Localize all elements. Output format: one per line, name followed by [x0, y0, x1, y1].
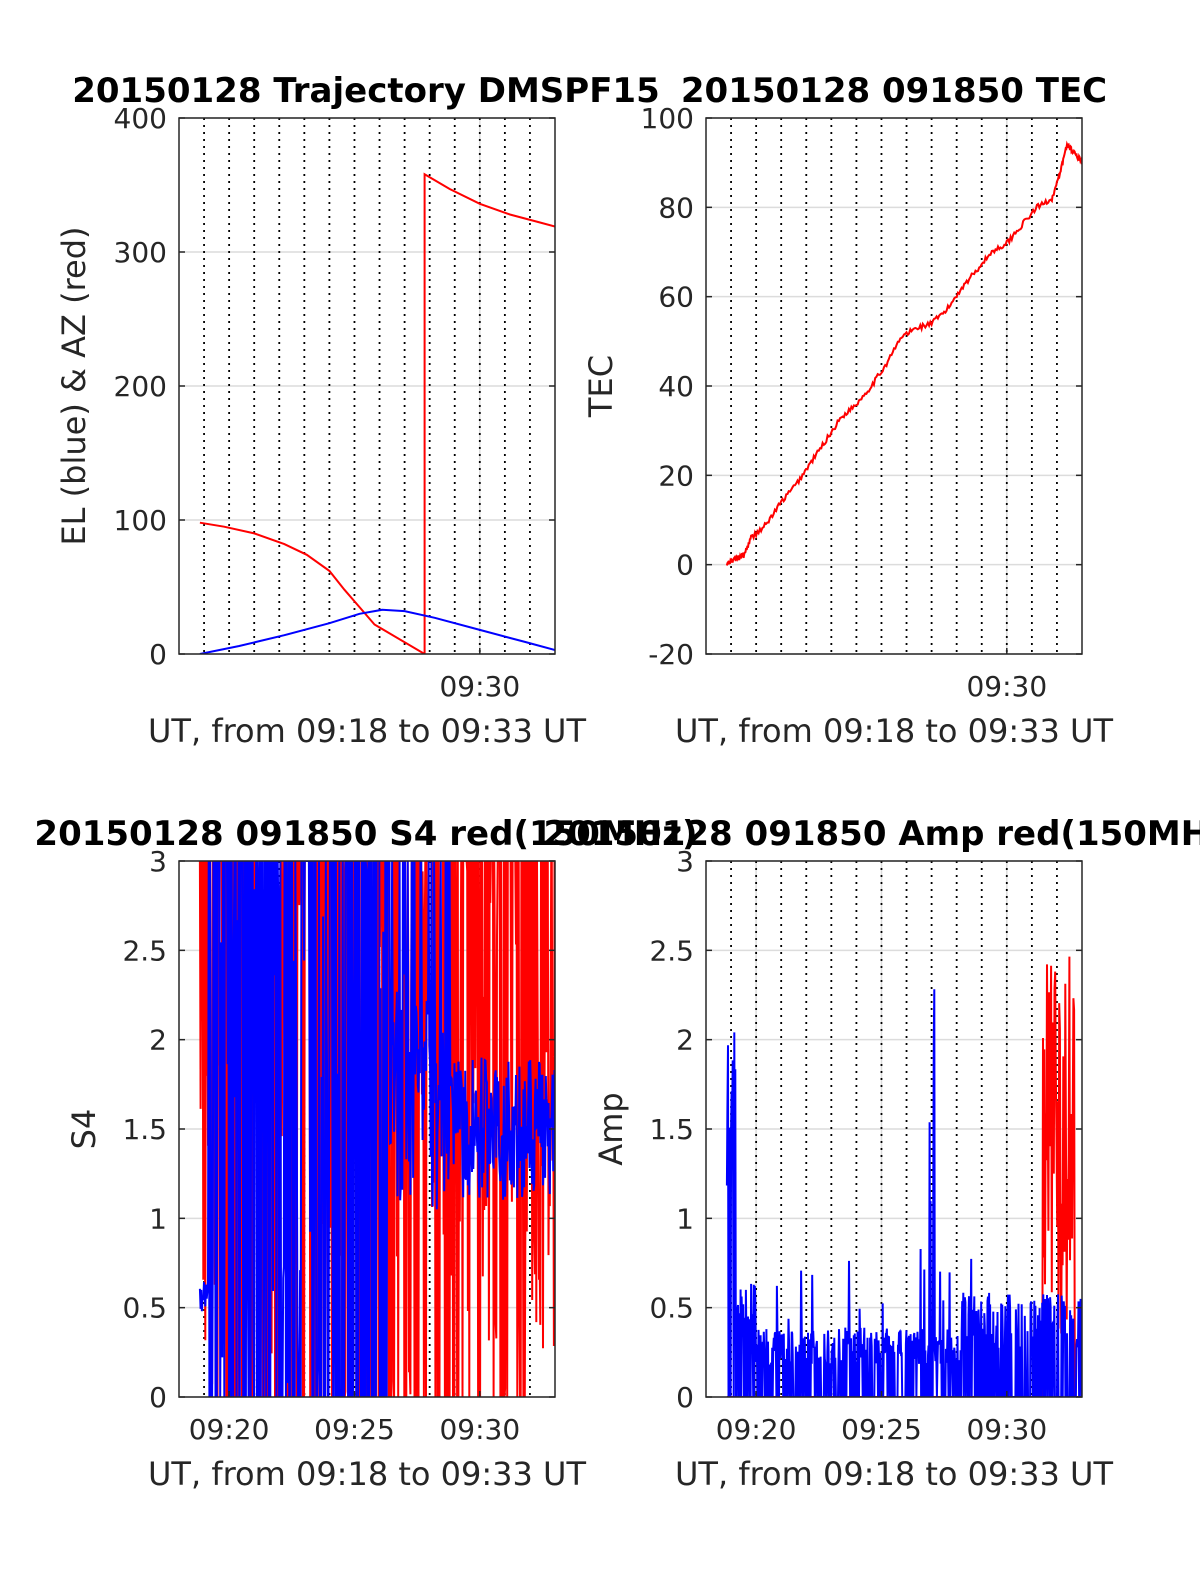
series-line-1	[726, 956, 1082, 1397]
y-tick-label: 1	[149, 1202, 167, 1235]
series-line-2	[198, 861, 555, 1397]
y-tick-label: 200	[114, 370, 167, 403]
chart-3: 0 0.5 1 1.5 2 2.5 3 09:20 09:25 09:30 20150128 091…	[34, 814, 697, 1493]
series-line-1	[725, 140, 1082, 566]
y-tick-label: 0.5	[649, 1292, 694, 1325]
y-tick-label: 20	[658, 459, 694, 492]
y-tick-label: 0	[676, 1381, 694, 1414]
x-axis-label: UT, from 09:18 to 09:33 UT	[675, 1455, 1113, 1493]
y-tick-label: 100	[114, 504, 167, 537]
y-tick-label: -20	[648, 638, 694, 671]
chart-4: 0 0.5 1 1.5 2 2.5 3 09:20 09:25 09:30 20150128 091…	[543, 814, 1200, 1493]
y-tick-label: 0	[149, 638, 167, 671]
y-axis-label: S4	[65, 1109, 103, 1150]
x-tick-label: 09:30	[966, 670, 1047, 703]
series-line-1	[199, 172, 555, 654]
chart-2: -20 0 20 40 60 80 100 09:30 20150128 091850 TEC U…	[582, 71, 1113, 750]
y-axis-label: TEC	[582, 355, 620, 418]
y-tick-label: 0	[149, 1381, 167, 1414]
series-line-2	[199, 608, 555, 654]
y-tick-label: 1.5	[649, 1113, 694, 1146]
y-tick-label: 300	[114, 236, 167, 269]
chart-title: 20150128 091850 Amp red(150MHz)	[543, 814, 1200, 854]
y-tick-label: 100	[641, 102, 694, 135]
y-tick-label: 0.5	[122, 1292, 167, 1325]
x-tick-label: 09:25	[314, 1413, 395, 1446]
y-tick-label: 2.5	[649, 934, 694, 967]
x-axis-label: UT, from 09:18 to 09:33 UT	[148, 1455, 586, 1493]
y-axis-label: Amp	[592, 1092, 630, 1165]
x-tick-label: 09:25	[841, 1413, 922, 1446]
chart-1: 0 100 200 300 400 09:30 20150128 Trajectory DM…	[55, 71, 660, 750]
y-axis-label: EL (blue) & AZ (red)	[55, 226, 93, 545]
y-tick-label: 80	[658, 191, 694, 224]
y-tick-label: 1	[676, 1202, 694, 1235]
chart-title: 20150128 Trajectory DMSPF15	[72, 71, 660, 111]
y-tick-label: 60	[658, 281, 694, 314]
x-tick-label: 09:20	[716, 1413, 797, 1446]
y-tick-label: 2	[149, 1024, 167, 1057]
y-tick-label: 2	[676, 1024, 694, 1057]
y-tick-label: 3	[676, 845, 694, 878]
x-tick-label: 09:20	[189, 1413, 270, 1446]
y-tick-label: 40	[658, 370, 694, 403]
x-tick-label: 09:30	[439, 670, 520, 703]
chart-title: 20150128 091850 TEC	[681, 71, 1107, 111]
x-axis-label: UT, from 09:18 to 09:33 UT	[675, 712, 1113, 750]
chart-title: 20150128 091850 S4 red(150MHz)	[34, 814, 697, 854]
x-axis-label: UT, from 09:18 to 09:33 UT	[148, 712, 586, 750]
x-tick-label: 09:30	[966, 1413, 1047, 1446]
y-tick-label: 2.5	[122, 934, 167, 967]
y-tick-label: 1.5	[122, 1113, 167, 1146]
y-tick-label: 3	[149, 845, 167, 878]
x-tick-label: 09:30	[439, 1413, 520, 1446]
y-tick-label: 400	[114, 102, 167, 135]
y-tick-label: 0	[676, 549, 694, 582]
series-line-2	[725, 989, 1082, 1397]
